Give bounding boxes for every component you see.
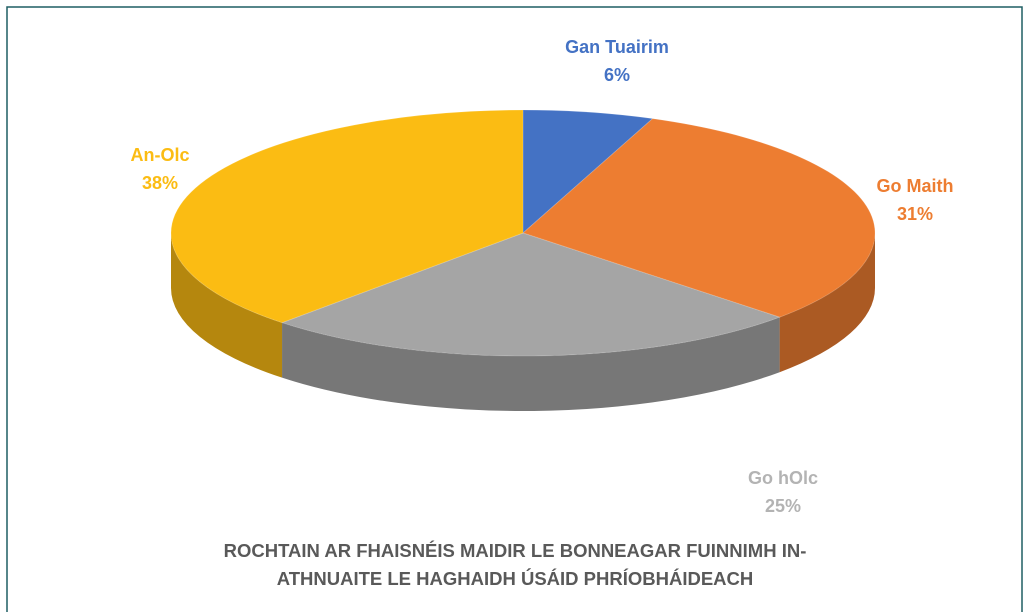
slice-side (282, 317, 780, 411)
slice-side (171, 233, 283, 378)
slice-side (779, 233, 875, 373)
data-label-name: Gan Tuairim (565, 37, 669, 57)
slice (522, 118, 876, 318)
slice (170, 109, 524, 324)
data-label-value: 6% (604, 65, 630, 85)
data-label-value: 38% (142, 173, 178, 193)
slice (280, 232, 782, 357)
frame (6, 6, 1023, 612)
data-label-value: 31% (897, 204, 933, 224)
data-label-name: Go hOlc (748, 468, 818, 488)
slice (522, 109, 654, 235)
data-label-name: Go Maith (877, 176, 954, 196)
chart-title: ROCHTAIN AR FHAISNÉIS MAIDIR LE BONNEAGA… (223, 540, 807, 589)
data-label-value: 25% (765, 496, 801, 516)
data-label-name: An-Olc (130, 145, 189, 165)
